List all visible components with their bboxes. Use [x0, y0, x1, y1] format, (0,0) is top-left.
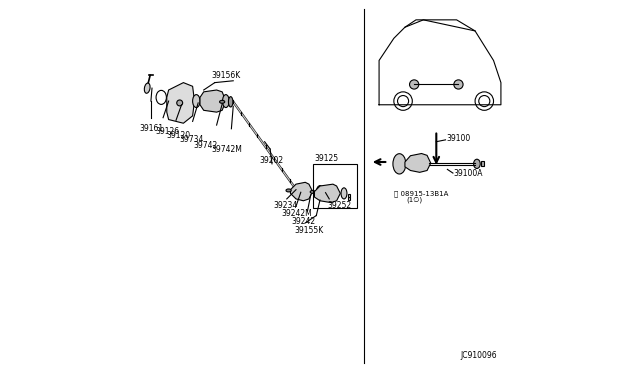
- Text: 39252: 39252: [328, 201, 351, 210]
- Polygon shape: [291, 182, 312, 201]
- Text: 39100A: 39100A: [454, 169, 483, 177]
- Polygon shape: [200, 90, 226, 112]
- Ellipse shape: [393, 154, 406, 174]
- Ellipse shape: [310, 190, 315, 193]
- Polygon shape: [405, 154, 431, 172]
- Text: 39234: 39234: [274, 201, 298, 210]
- Text: 39161: 39161: [139, 124, 163, 133]
- Ellipse shape: [323, 187, 328, 199]
- Ellipse shape: [341, 188, 347, 199]
- Ellipse shape: [454, 80, 463, 89]
- Polygon shape: [348, 194, 349, 197]
- Text: 39120: 39120: [167, 131, 191, 140]
- Ellipse shape: [220, 100, 225, 103]
- Text: 39155K: 39155K: [294, 226, 323, 235]
- Polygon shape: [481, 161, 484, 166]
- Ellipse shape: [410, 80, 419, 89]
- Ellipse shape: [223, 94, 229, 108]
- Text: 39742M: 39742M: [211, 145, 242, 154]
- Text: 39125: 39125: [314, 154, 338, 163]
- Text: 39242M: 39242M: [281, 209, 312, 218]
- Ellipse shape: [228, 97, 233, 107]
- Ellipse shape: [193, 94, 200, 108]
- Text: 39242: 39242: [291, 217, 316, 226]
- Text: 39126: 39126: [156, 127, 180, 136]
- Text: 39734: 39734: [179, 135, 204, 144]
- Text: JC910096: JC910096: [460, 351, 497, 360]
- Text: 39156K: 39156K: [212, 71, 241, 80]
- Polygon shape: [348, 197, 350, 200]
- Text: (1∅): (1∅): [407, 197, 423, 203]
- Ellipse shape: [145, 83, 150, 93]
- Ellipse shape: [286, 189, 291, 192]
- Polygon shape: [167, 83, 195, 123]
- Bar: [312, 164, 357, 208]
- Text: 39202: 39202: [259, 155, 284, 165]
- Ellipse shape: [474, 159, 480, 169]
- Text: 39100: 39100: [446, 134, 470, 143]
- Polygon shape: [233, 100, 298, 193]
- Text: Ⓜ 08915-13B1A: Ⓜ 08915-13B1A: [394, 190, 448, 197]
- Text: 39742: 39742: [194, 141, 218, 150]
- Ellipse shape: [316, 186, 324, 199]
- Circle shape: [177, 100, 182, 106]
- Polygon shape: [314, 184, 340, 203]
